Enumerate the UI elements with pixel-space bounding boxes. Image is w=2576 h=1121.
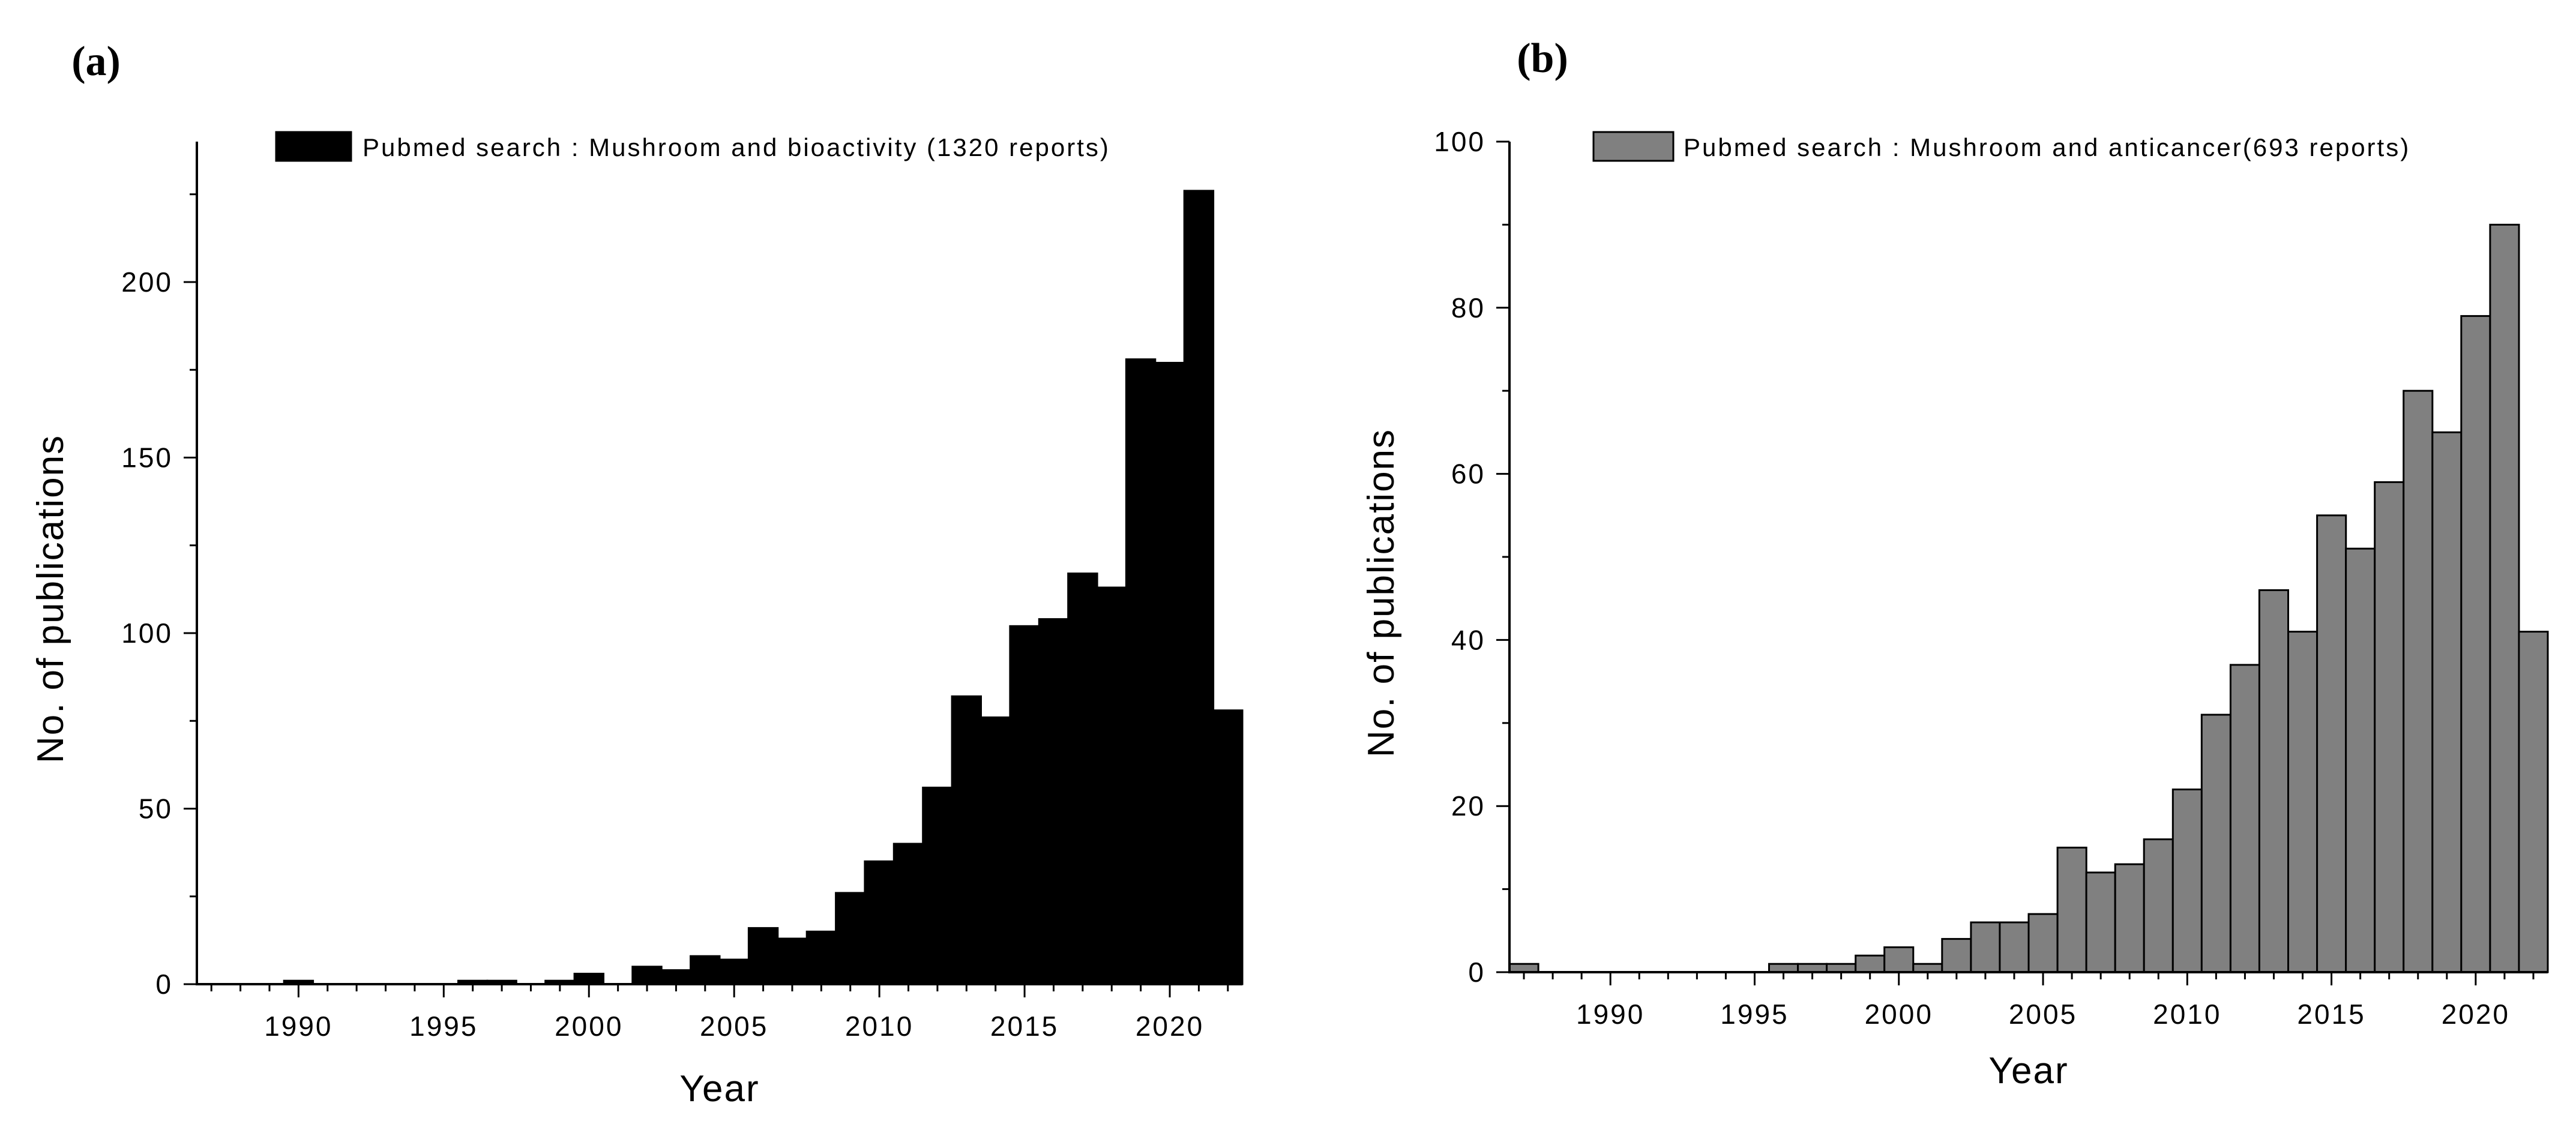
chart-0-bar	[1212, 709, 1244, 985]
chart-0-bar	[1154, 362, 1185, 985]
chart-0-y-tick-label: 150	[121, 442, 173, 473]
chart-1-bar	[2114, 863, 2145, 973]
chart-1-bar	[2489, 223, 2520, 973]
chart-0-bar	[922, 786, 953, 985]
chart-0-bar	[718, 958, 750, 985]
chart-1-panel: (b) 0 20 40 60 80 100 1990 1995 2000 2005 2010 2015 2…	[1361, 35, 2549, 1092]
chart-0-bar	[980, 716, 1011, 985]
chart-0-bar	[690, 955, 721, 985]
chart-0-x-tick-label: 2020	[1136, 1011, 1204, 1042]
chart-1-bar	[2403, 389, 2434, 973]
chart-0-bar	[747, 927, 779, 985]
chart-1-y-axis-title: No. of publications	[1361, 428, 1402, 757]
chart-0-bar	[892, 843, 924, 985]
chart-0-legend-swatch	[275, 131, 352, 162]
chart-0-panel: (a) 0 50 100 150 200 1990 1995 2000 2005 2010 2015 2…	[30, 38, 1244, 1110]
chart-1-y-tick-label: 0	[1468, 957, 1485, 988]
chart-1-y-tick-label: 80	[1451, 292, 1485, 323]
chart-1-bar	[1826, 963, 1857, 973]
chart-0-bar	[660, 969, 692, 985]
chart-1-bar	[2258, 589, 2289, 973]
chart-0-x-tick-label: 2005	[700, 1011, 768, 1042]
chart-1-legend-swatch	[1592, 131, 1675, 162]
chart-0-bar	[1183, 190, 1215, 985]
chart-1-bar	[1941, 938, 1972, 973]
chart-1-bar	[1999, 921, 2030, 973]
chart-0-y-axis-title: No. of publications	[30, 434, 71, 763]
chart-1-x-tick-label: 2010	[2153, 999, 2221, 1030]
chart-1-legend-label: Pubmed search : Mushroom and anticancer(…	[1684, 133, 2410, 161]
chart-1-x-tick-label: 1995	[1720, 999, 1789, 1030]
chart-1-bar	[2345, 547, 2376, 973]
chart-0-bar	[864, 860, 895, 985]
chart-0-bar	[631, 966, 663, 985]
chart-1-bar	[2287, 631, 2319, 973]
chart-0-x-tick-label: 2015	[990, 1011, 1059, 1042]
chart-1-y-tick-label: 40	[1451, 624, 1485, 655]
chart-1-y-tick-label: 60	[1451, 458, 1485, 490]
chart-0-bar	[1096, 586, 1127, 985]
chart-1-bar	[1508, 963, 1539, 973]
chart-0-bar	[805, 930, 837, 985]
chart-1-bar	[1768, 963, 1799, 973]
chart-1-bar	[1912, 963, 1943, 973]
chart-1-bar	[2171, 789, 2203, 973]
chart-1-y-tick-label: 20	[1451, 790, 1485, 822]
chart-1-bar	[1970, 921, 2001, 973]
chart-0-bar	[1125, 358, 1157, 985]
chart-0-x-tick-label: 2000	[555, 1011, 623, 1042]
chart-0-bar	[951, 695, 982, 985]
chart-1-bar	[1883, 946, 1915, 973]
chart-0-legend-label: Pubmed search : Mushroom and bioactivity…	[363, 133, 1110, 161]
chart-0-bar	[1038, 618, 1070, 985]
chart-0-bar	[777, 937, 808, 985]
chart-1-x-tick-label: 2000	[1865, 999, 1933, 1030]
chart-0-bar	[1067, 573, 1098, 985]
chart-0-y-tick-label: 50	[139, 793, 173, 825]
chart-0-bar	[835, 892, 866, 985]
chart-1-bar	[1855, 954, 1886, 973]
chart-1-bar	[2460, 315, 2491, 973]
chart-0-x-tick-label: 1990	[264, 1011, 333, 1042]
chart-1-bar	[2143, 838, 2174, 973]
chart-1-panel-label: (b)	[1517, 35, 1568, 82]
chart-1-x-tick-label: 1990	[1576, 999, 1645, 1030]
chart-1-bar	[2229, 664, 2260, 973]
chart-0-y-tick-label: 200	[121, 266, 173, 298]
chart-1-bar	[1797, 963, 1828, 973]
chart-0-x-axis-title: Year	[679, 1068, 759, 1110]
chart-1-x-axis-title: Year	[1988, 1050, 2068, 1092]
chart-1-bar	[2316, 514, 2347, 973]
chart-1-y-tick-label: 100	[1434, 126, 1485, 157]
chart-1-bar	[2027, 913, 2059, 973]
chart-0-bar	[1009, 625, 1040, 985]
chart-1-bar	[2200, 714, 2231, 973]
chart-1-bar	[2518, 631, 2549, 973]
chart-1-x-tick-label: 2005	[2009, 999, 2077, 1030]
chart-0-y-tick-label: 0	[155, 969, 173, 1000]
chart-1-bar	[2056, 846, 2087, 973]
chart-1-bar	[2374, 481, 2405, 973]
chart-0-panel-label: (a)	[71, 38, 121, 85]
chart-1-x-tick-label: 2020	[2442, 999, 2510, 1030]
chart-0-y-tick-label: 100	[121, 618, 173, 649]
chart-1-bar	[2085, 871, 2116, 973]
chart-1-bar	[2431, 431, 2463, 973]
chart-0-x-tick-label: 2010	[845, 1011, 913, 1042]
chart-0-x-tick-label: 1995	[409, 1011, 478, 1042]
chart-1-x-tick-label: 2015	[2297, 999, 2365, 1030]
chart-0-bar	[573, 973, 604, 985]
